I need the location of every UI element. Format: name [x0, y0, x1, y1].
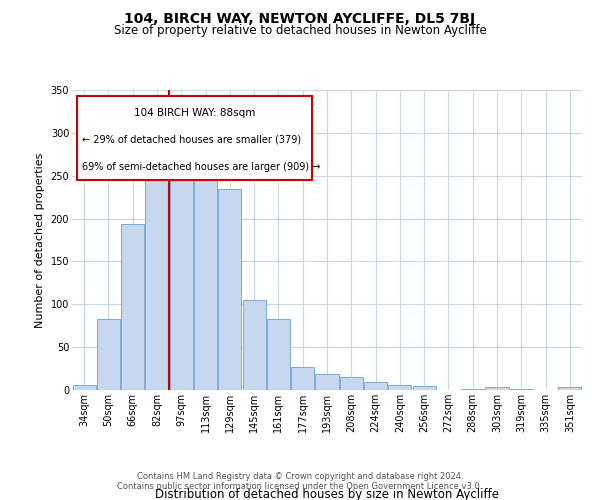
Text: ← 29% of detached houses are smaller (379): ← 29% of detached houses are smaller (37… — [82, 135, 301, 145]
Bar — [316, 374, 338, 390]
Bar — [267, 319, 290, 390]
Text: 104 BIRCH WAY: 88sqm: 104 BIRCH WAY: 88sqm — [134, 108, 255, 118]
X-axis label: Distribution of detached houses by size in Newton Aycliffe: Distribution of detached houses by size … — [155, 488, 499, 500]
Bar — [485, 388, 509, 390]
Y-axis label: Number of detached properties: Number of detached properties — [35, 152, 45, 328]
Bar — [340, 377, 363, 390]
Text: Size of property relative to detached houses in Newton Aycliffe: Size of property relative to detached ho… — [113, 24, 487, 37]
Bar — [242, 300, 266, 390]
Bar — [170, 152, 193, 390]
Bar — [73, 385, 95, 390]
FancyBboxPatch shape — [77, 96, 312, 180]
Bar — [559, 388, 581, 390]
Text: 104, BIRCH WAY, NEWTON AYCLIFFE, DL5 7BJ: 104, BIRCH WAY, NEWTON AYCLIFFE, DL5 7BJ — [124, 12, 476, 26]
Bar — [194, 163, 217, 390]
Bar — [413, 386, 436, 390]
Bar — [388, 385, 412, 390]
Bar — [364, 382, 387, 390]
Bar — [461, 389, 484, 390]
Bar — [218, 188, 241, 390]
Bar — [121, 224, 144, 390]
Text: Contains HM Land Registry data © Crown copyright and database right 2024.: Contains HM Land Registry data © Crown c… — [137, 472, 463, 481]
Bar — [145, 152, 169, 390]
Bar — [510, 389, 533, 390]
Bar — [291, 367, 314, 390]
Bar — [97, 319, 120, 390]
Text: 69% of semi-detached houses are larger (909) →: 69% of semi-detached houses are larger (… — [82, 162, 320, 172]
Text: Contains public sector information licensed under the Open Government Licence v3: Contains public sector information licen… — [118, 482, 482, 491]
